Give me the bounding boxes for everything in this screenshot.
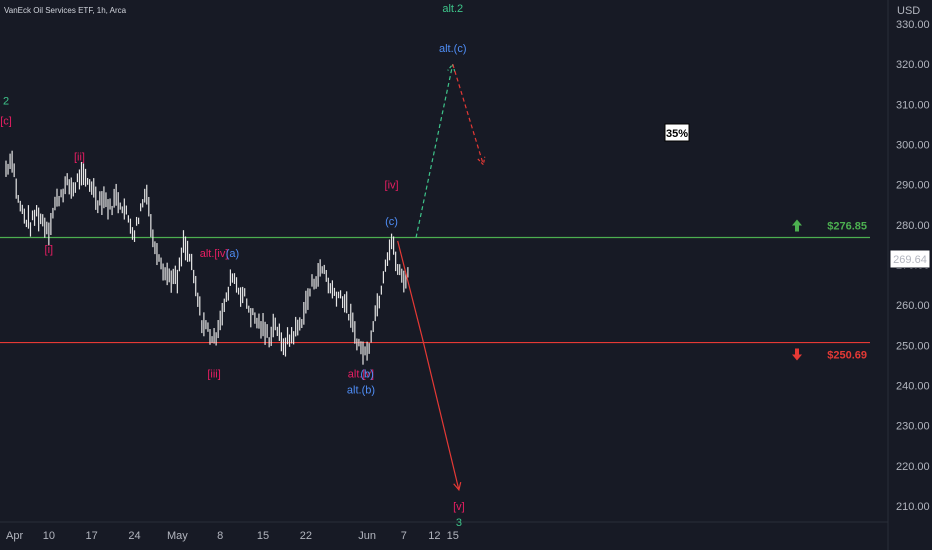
projection-path [452,64,484,165]
arrow-down-icon [792,348,802,361]
x-tick-label: May [167,530,188,542]
wave-label: alt.2 [442,3,463,15]
x-tick-label: 10 [43,530,55,542]
percent-badge-text: 35% [666,128,688,140]
wave-label: [iv] [385,180,399,192]
wave-label: (c) [385,216,398,228]
price-series [5,150,409,365]
wave-label: [iii] [207,368,220,380]
wave-label: alt.(b) [347,385,375,397]
time-axis[interactable]: Apr 10 17 24 May 8 15 22 Jun 7 12 15 [6,530,459,542]
wave-labels: 2 [c] [ii] [i] alt.[iv](a) [iii] alt.[v] alt.(b… [0,3,466,529]
price-levels: $276.85 $250.69 [0,219,870,362]
x-tick-label: Jun [358,530,376,542]
level-label: $276.85 [827,221,867,233]
wave-label: alt.[iv] [200,248,229,260]
y-tick-label: 240.00 [896,380,930,392]
y-tick-label: 280.00 [896,220,930,232]
y-tick-label: 230.00 [896,421,930,433]
projection-path [415,64,454,238]
chart-title: VanEck Oil Services ETF, 1h, Arca [4,6,127,15]
wave-label: [c] [0,115,12,127]
x-tick-label: 8 [217,530,223,542]
wave-label: 3 [456,517,462,529]
wave-label: [ii] [74,152,85,164]
x-tick-label: 22 [300,530,312,542]
percent-badge: 35% [664,123,690,142]
y-tick-label: 250.00 [896,340,930,352]
x-tick-label: 17 [86,530,98,542]
y-tick-label: 290.00 [896,180,930,192]
level-label: $250.69 [827,350,867,362]
y-tick-label: 220.00 [896,461,930,473]
projection-arrowhead [477,156,486,166]
projection-arrowhead [453,481,462,492]
y-tick-label: 300.00 [896,140,930,152]
x-tick-label: 15 [257,530,269,542]
wave-label: alt.(c) [439,43,467,55]
wave-label: (b) [360,368,373,380]
wave-label: [i] [45,244,54,256]
current-price-label: 269.64 [893,254,927,266]
y-tick-label: 210.00 [896,501,930,513]
x-tick-label: 24 [128,530,140,542]
x-tick-label: 15 [447,530,459,542]
wave-label: 2 [3,95,9,107]
wave-label: [v] [453,501,465,513]
wave-label: alt.[v] [348,368,374,380]
arrow-up-icon [792,219,802,232]
y-tick-label: 320.00 [896,59,930,71]
x-tick-label: 12 [428,530,440,542]
y-tick-label: 310.00 [896,99,930,111]
projection-path [397,240,460,491]
currency-label: USD [897,5,920,17]
wave-projections [397,62,486,492]
x-tick-label: Apr [6,530,23,542]
x-tick-label: 7 [401,530,407,542]
y-tick-label: 260.00 [896,300,930,312]
current-price-marker: 269.64 [889,249,931,269]
y-tick-label: 330.00 [896,19,930,31]
wave-label: (a) [226,248,239,260]
